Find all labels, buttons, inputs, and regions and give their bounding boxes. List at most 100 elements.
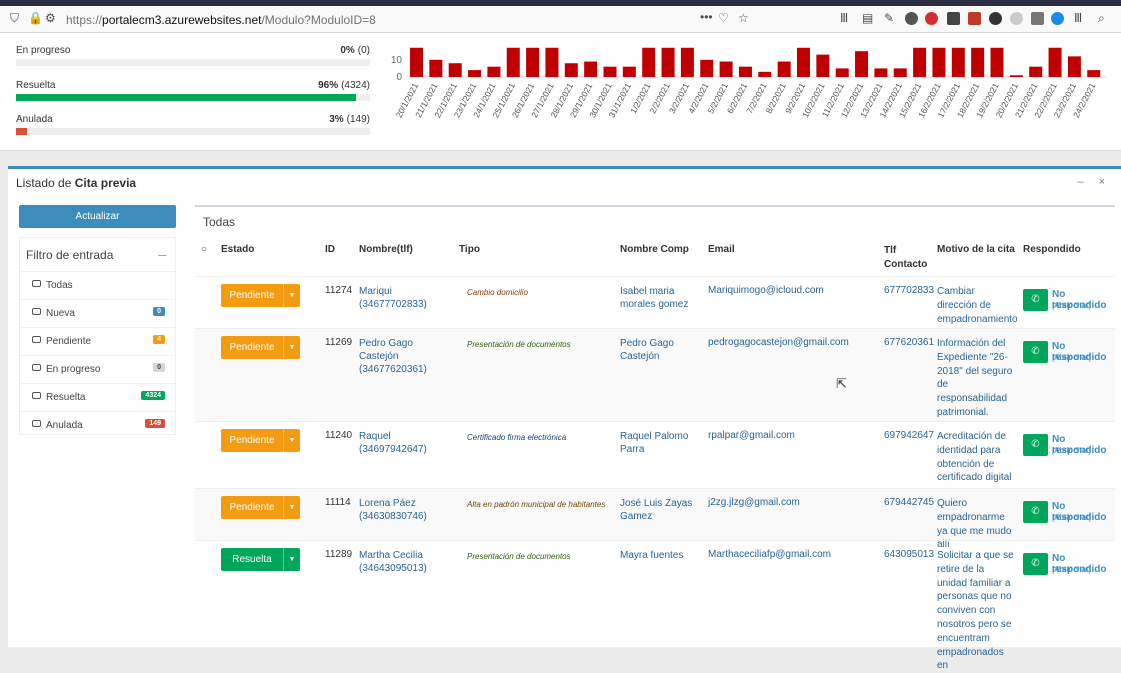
filter-item-0[interactable]: Todas xyxy=(20,271,175,299)
chart-bar[interactable] xyxy=(990,47,1004,77)
cell-tlf[interactable]: 697942647 xyxy=(884,430,935,441)
cell-tlf[interactable]: 677702833 xyxy=(884,285,935,296)
cell-email[interactable]: Mariquimogo@icloud.com xyxy=(708,285,824,296)
eyedropper-icon[interactable]: ✎ xyxy=(884,11,895,25)
caret-down-icon[interactable]: ▼ xyxy=(283,336,300,359)
filter-item-3[interactable]: En progreso 0 xyxy=(20,355,175,383)
chart-bar[interactable] xyxy=(835,68,849,77)
extension-search-icon[interactable]: ⌕ xyxy=(1098,11,1105,25)
lock-icon[interactable]: 🔒 xyxy=(28,11,43,25)
panel-tools[interactable]: – × xyxy=(1077,176,1111,188)
chart-bar[interactable] xyxy=(526,47,540,77)
chart-bar[interactable] xyxy=(700,59,714,77)
filter-item-5[interactable]: Anulada 149 xyxy=(20,411,175,439)
update-button[interactable]: Actualizar xyxy=(19,205,176,228)
shield-icon[interactable]: ⛉ xyxy=(10,11,20,25)
library-icon[interactable]: Ⅲ xyxy=(840,11,849,25)
sidebar-icon[interactable]: ▤ xyxy=(862,11,874,25)
header-tipo[interactable]: Tipo xyxy=(459,244,480,255)
whatsapp-icon[interactable]: ✆ xyxy=(1023,289,1048,311)
cell-nombre-link[interactable]: Pedro Gago Castejón (34677620361) xyxy=(359,338,427,375)
chart-bar[interactable] xyxy=(564,63,578,77)
open-chat-link[interactable]: [Abrir chat] xyxy=(1052,353,1091,362)
chart-bar[interactable] xyxy=(487,66,501,77)
whatsapp-icon[interactable]: ✆ xyxy=(1023,341,1048,363)
header-motivo[interactable]: Motivo de la cita xyxy=(937,244,1015,255)
chart-bar[interactable] xyxy=(622,66,636,77)
extension-help-icon[interactable] xyxy=(1031,12,1044,25)
cell-tlf[interactable]: 643095013 xyxy=(884,549,935,560)
header-tlf-contacto[interactable]: Tlf Contacto xyxy=(884,245,928,270)
chart-bar[interactable] xyxy=(932,47,946,77)
header-nombre[interactable]: Nombre(tlf) xyxy=(359,244,413,255)
chart-bar[interactable] xyxy=(758,71,772,77)
filter-item-4[interactable]: Resuelta 4324 xyxy=(20,383,175,411)
url-text[interactable]: https://portalecm3.azurewebsites.net/Mod… xyxy=(66,13,376,27)
chart-bar[interactable] xyxy=(468,70,482,77)
chart-bar[interactable] xyxy=(545,47,559,77)
caret-down-icon[interactable]: ▼ xyxy=(283,548,300,571)
extension-gray-circle-icon[interactable] xyxy=(1010,12,1023,25)
open-chat-link[interactable]: [Abrir chat] xyxy=(1052,301,1091,310)
filter-collapse-button[interactable]: – xyxy=(158,246,166,262)
bookmark-star-icon[interactable]: ☆ xyxy=(738,11,749,25)
chart-bar[interactable] xyxy=(893,68,907,77)
estado-button[interactable]: Pendiente ▼ xyxy=(221,429,300,452)
chart-bar[interactable] xyxy=(1087,70,1101,77)
extension-dark-icon[interactable] xyxy=(905,12,918,25)
extension-red-square-icon[interactable] xyxy=(968,12,981,25)
chart-bar[interactable] xyxy=(661,47,675,77)
filter-item-2[interactable]: Pendiente 4 xyxy=(20,327,175,355)
estado-button[interactable]: Pendiente ▼ xyxy=(221,496,300,519)
chart-bar[interactable] xyxy=(855,51,869,77)
chart-bar[interactable] xyxy=(1009,75,1023,77)
header-email[interactable]: Email xyxy=(708,244,735,255)
chart-bar[interactable] xyxy=(410,47,423,77)
cell-nombre-link[interactable]: Martha Cecilia (34643095013) xyxy=(359,550,427,574)
cell-email[interactable]: pedrogagocastejon@gmail.com xyxy=(708,337,849,348)
extension-bars-icon[interactable]: Ⅲ xyxy=(1074,11,1083,25)
chart-bar[interactable] xyxy=(777,61,791,77)
header-estado[interactable]: Estado xyxy=(221,244,255,255)
cell-nombre-link[interactable]: Lorena Páez (34630830746) xyxy=(359,498,427,522)
estado-button[interactable]: Pendiente ▼ xyxy=(221,336,300,359)
estado-button[interactable]: Resuelta ▼ xyxy=(221,548,300,571)
extension-telegram-icon[interactable] xyxy=(1051,12,1064,25)
chart-bar[interactable] xyxy=(971,47,985,77)
whatsapp-icon[interactable]: ✆ xyxy=(1023,501,1048,523)
chart-bar[interactable] xyxy=(506,47,520,77)
cell-tlf[interactable]: 677620361 xyxy=(884,337,935,348)
header-nombre-comp[interactable]: Nombre Comp xyxy=(620,244,689,255)
cell-nombre-link[interactable]: Raquel (34697942647) xyxy=(359,431,427,455)
chart-bar[interactable] xyxy=(680,47,694,77)
cell-email[interactable]: j2zg.jlzg@gmail.com xyxy=(708,497,800,508)
adblock-icon[interactable] xyxy=(925,12,938,25)
chart-bar[interactable] xyxy=(448,63,462,77)
cell-email[interactable]: Marthaceciliafp@gmail.com xyxy=(708,549,831,560)
caret-down-icon[interactable]: ▼ xyxy=(283,496,300,519)
filter-item-1[interactable]: Nueva 0 xyxy=(20,299,175,327)
chart-bar[interactable] xyxy=(816,54,830,77)
qr-code-icon[interactable] xyxy=(947,12,960,25)
pocket-icon[interactable]: ♡ xyxy=(718,11,729,25)
chart-bar[interactable] xyxy=(642,47,656,77)
open-chat-link[interactable]: [Abrir chat] xyxy=(1052,565,1091,574)
chart-bar[interactable] xyxy=(1067,56,1081,77)
chart-bar[interactable] xyxy=(797,47,810,77)
chart-bar[interactable] xyxy=(719,61,733,77)
cell-email[interactable]: rpalpar@gmail.com xyxy=(708,430,795,441)
permissions-icon[interactable]: ⚙ xyxy=(45,11,56,25)
header-respondido[interactable]: Respondido xyxy=(1023,244,1081,255)
whatsapp-icon[interactable]: ✆ xyxy=(1023,553,1048,575)
estado-button[interactable]: Pendiente ▼ xyxy=(221,284,300,307)
chart-bar[interactable] xyxy=(874,68,888,77)
open-chat-link[interactable]: [Abrir chat] xyxy=(1052,446,1091,455)
cell-tlf[interactable]: 679442745 xyxy=(884,497,935,508)
extension-github-icon[interactable] xyxy=(989,12,1002,25)
caret-down-icon[interactable]: ▼ xyxy=(283,429,300,452)
chart-bar[interactable] xyxy=(1029,66,1043,77)
chart-bar[interactable] xyxy=(1048,47,1062,77)
chart-bar[interactable] xyxy=(584,61,598,77)
chart-bar[interactable] xyxy=(913,47,927,77)
chart-bar[interactable] xyxy=(603,66,617,77)
